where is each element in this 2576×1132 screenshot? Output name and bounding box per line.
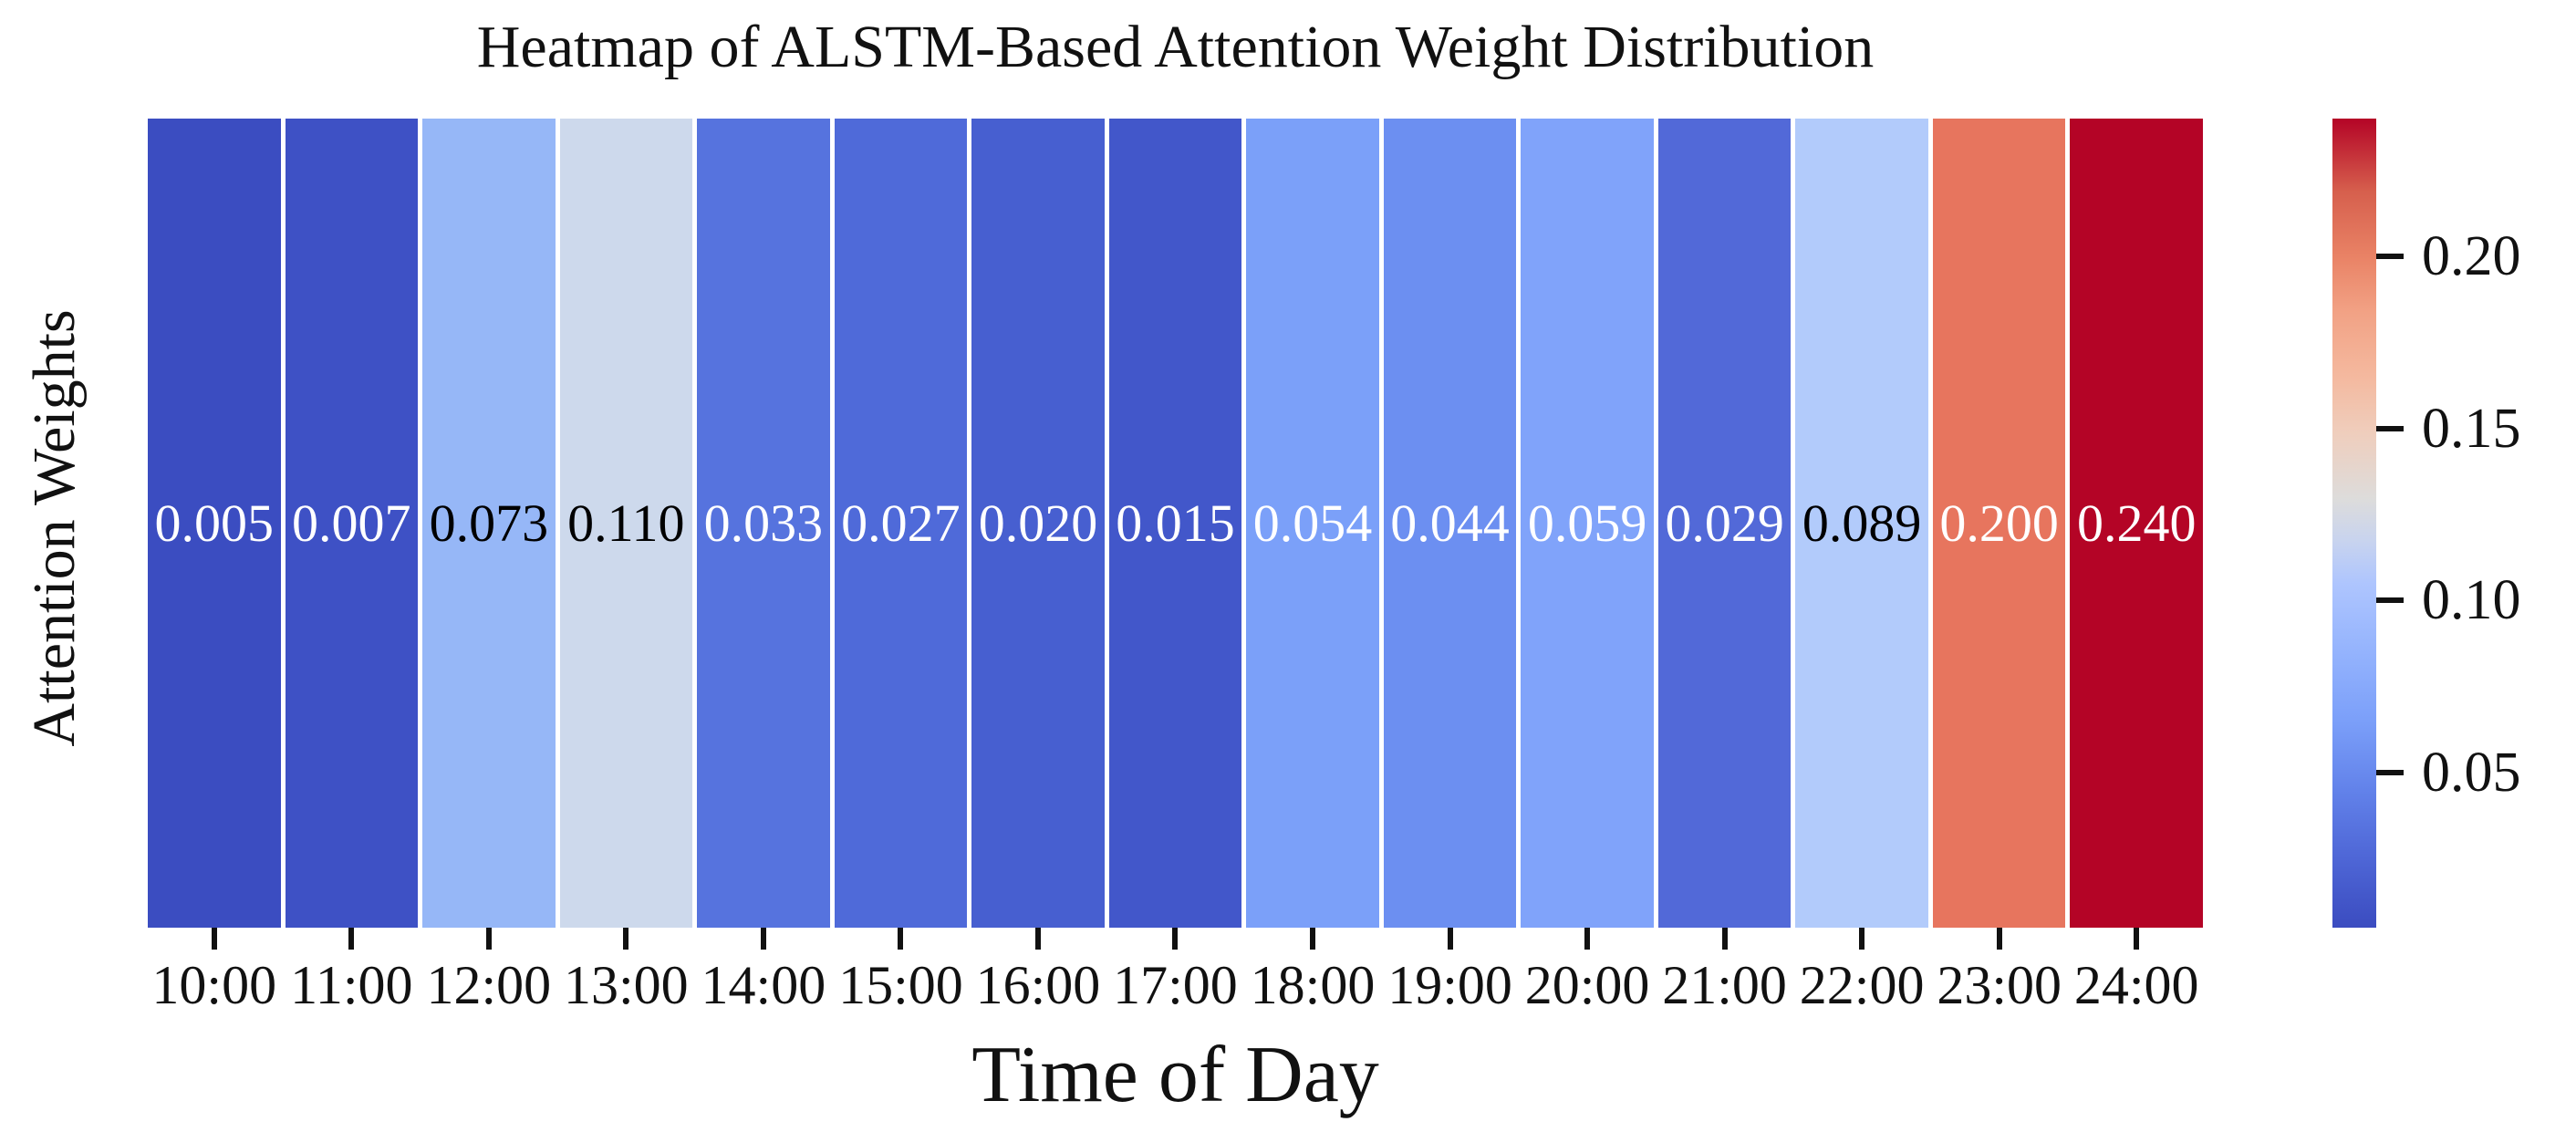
x-tick-label: 23:00 (1937, 955, 2062, 1015)
x-tick-mark (1447, 928, 1453, 950)
x-tick-label: 14:00 (701, 955, 826, 1015)
cell-value-label: 0.059 (1527, 493, 1647, 553)
x-tick-slot (148, 928, 281, 951)
colorbar-tick-mark (2376, 425, 2404, 431)
cell-value-label: 0.033 (703, 493, 824, 553)
x-tick-label: 16:00 (975, 955, 1101, 1015)
x-tick-label: 15:00 (838, 955, 963, 1015)
colorbar-tick-label: 0.15 (2422, 397, 2521, 460)
heatmap-cell: 0.110 (559, 119, 693, 928)
x-axis-ticks (148, 928, 2203, 951)
x-axis-label: Time of Day (971, 1031, 1379, 1119)
x-tick-mark (348, 928, 355, 950)
x-tick-slot (835, 928, 968, 951)
x-tick-slot (697, 928, 830, 951)
heatmap-cell: 0.073 (422, 119, 556, 928)
x-tick-label: 10:00 (151, 955, 277, 1015)
x-tick-mark (1172, 928, 1179, 950)
x-tick-mark (2134, 928, 2140, 950)
heatmap-cell: 0.005 (148, 119, 281, 928)
x-tick-mark (1584, 928, 1591, 950)
cell-value-label: 0.005 (154, 493, 275, 553)
colorbar-tick-mark (2376, 597, 2404, 604)
x-axis-tick-labels: 10:00 11:00 12:00 13:00 14:00 15:00 16:00 17:00… (148, 958, 2203, 1013)
x-tick-mark (898, 928, 904, 950)
heatmap-cell: 0.044 (1383, 119, 1517, 928)
cell-value-label: 0.054 (1252, 493, 1373, 553)
x-tick-slot (1109, 928, 1242, 951)
heatmap-cell: 0.029 (1657, 119, 1792, 928)
x-tick-label: 11:00 (290, 955, 413, 1015)
x-tick-label: 20:00 (1524, 955, 1650, 1015)
cell-value-label: 0.110 (567, 493, 685, 553)
x-tick-slot (2070, 928, 2203, 951)
heatmap-cell: 0.089 (1795, 119, 1928, 928)
x-tick-slot (1658, 928, 1792, 951)
x-tick-slot (971, 928, 1105, 951)
x-tick-slot (560, 928, 693, 951)
x-tick-mark (760, 928, 766, 950)
x-tick-slot (1521, 928, 1654, 951)
x-tick-mark (1859, 928, 1865, 950)
cell-value-label: 0.200 (1939, 493, 2059, 553)
heatmap-cell: 0.240 (2070, 119, 2203, 928)
x-tick-slot (286, 928, 419, 951)
heatmap-cell: 0.020 (971, 119, 1105, 928)
colorbar-gradient (2332, 119, 2376, 928)
cell-value-label: 0.044 (1390, 493, 1510, 553)
chart-title: Heatmap of ALSTM-Based Attention Weight … (476, 14, 1875, 80)
x-tick-label: 24:00 (2073, 955, 2199, 1015)
x-tick-mark (1310, 928, 1316, 950)
x-tick-mark (1721, 928, 1728, 950)
x-tick-label: 21:00 (1662, 955, 1787, 1015)
x-tick-slot (1933, 928, 2066, 951)
colorbar-tick-mark (2376, 770, 2404, 776)
x-tick-slot (422, 928, 556, 951)
x-tick-label: 19:00 (1387, 955, 1512, 1015)
x-tick-label: 12:00 (426, 955, 552, 1015)
heatmap-cell: 0.200 (1932, 119, 2066, 928)
heatmap-cell: 0.007 (285, 119, 419, 928)
x-tick-label: 18:00 (1250, 955, 1376, 1015)
cell-value-label: 0.089 (1802, 493, 1922, 553)
y-axis-label: Attention Weights (21, 309, 88, 747)
cell-value-label: 0.015 (1116, 493, 1235, 553)
x-tick-mark (211, 928, 217, 950)
cell-value-label: 0.007 (292, 493, 411, 553)
cell-value-label: 0.020 (978, 493, 1098, 553)
cell-value-label: 0.029 (1665, 493, 1784, 553)
colorbar-tick-label: 0.10 (2422, 569, 2521, 632)
x-tick-slot (1246, 928, 1379, 951)
heatmap-cell: 0.027 (834, 119, 968, 928)
heatmap-cell: 0.059 (1521, 119, 1654, 928)
x-tick-mark (1034, 928, 1041, 950)
x-tick-label: 13:00 (564, 955, 689, 1015)
colorbar-tick-mark (2376, 253, 2404, 259)
heatmap-plot-area: 0.005 0.007 0.073 0.110 0.033 0.027 0.020 0.015… (148, 119, 2203, 928)
heatmap-cell: 0.033 (697, 119, 830, 928)
x-tick-slot (1384, 928, 1517, 951)
x-tick-slot (1795, 928, 1928, 951)
x-tick-mark (1996, 928, 2002, 950)
cell-value-label: 0.240 (2076, 493, 2197, 553)
heatmap-cell: 0.015 (1108, 119, 1242, 928)
x-tick-label: 22:00 (1799, 955, 1925, 1015)
x-tick-mark (623, 928, 629, 950)
colorbar-tick-label: 0.20 (2422, 224, 2521, 287)
colorbar-tick-label: 0.05 (2422, 742, 2521, 805)
x-tick-label: 17:00 (1113, 955, 1238, 1015)
cell-value-label: 0.027 (841, 493, 961, 553)
heatmap-cell: 0.054 (1246, 119, 1379, 928)
cell-value-label: 0.073 (429, 493, 549, 553)
x-tick-mark (485, 928, 492, 950)
